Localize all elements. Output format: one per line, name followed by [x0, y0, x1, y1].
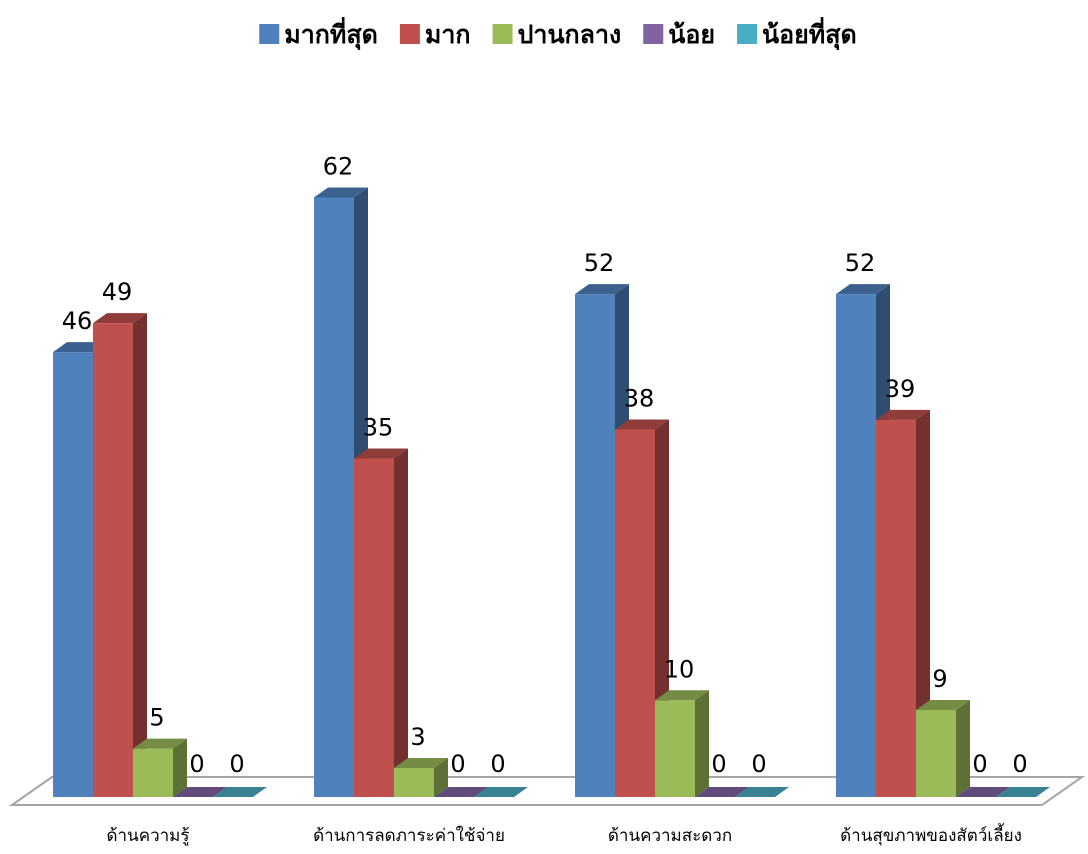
bar-side [394, 448, 408, 797]
bar [916, 699, 970, 797]
bar-side [173, 738, 187, 797]
legend-label: มากที่สุด [284, 17, 378, 51]
legend-label: น้อยที่สุด [762, 17, 857, 51]
bar [695, 787, 749, 797]
bar [213, 787, 267, 797]
legend-swatch [492, 24, 513, 44]
bar [434, 787, 488, 797]
bar [133, 738, 187, 797]
legend-swatch [399, 24, 420, 44]
bar-top [213, 787, 267, 797]
legend-label: ปานกลาง [518, 20, 622, 49]
bar-top [434, 787, 488, 797]
data-label: 0 [711, 750, 726, 778]
bar [735, 787, 789, 797]
x-tick-label: ด้านการลดภาระค่าใช้จ่าย [313, 825, 505, 846]
legend-label: น้อย [668, 20, 715, 49]
data-label: 0 [490, 750, 505, 778]
floor [8, 776, 1086, 806]
bar-front [354, 458, 394, 797]
bar-top [695, 787, 749, 797]
x-tick-label: ด้านความรู้ [106, 826, 189, 846]
bar [474, 787, 528, 797]
bar [996, 787, 1050, 797]
bar [655, 690, 709, 797]
bar-front [53, 352, 93, 797]
bar-side [695, 690, 709, 797]
bar-top [474, 787, 528, 797]
bar-front [836, 294, 876, 797]
bar-front [876, 419, 916, 797]
bar-front [394, 767, 434, 797]
data-label: 52 [584, 249, 615, 277]
data-label: 39 [885, 375, 916, 403]
data-label: 35 [363, 414, 394, 442]
bar-front [615, 429, 655, 797]
data-label: 0 [229, 750, 244, 778]
data-label: 38 [624, 385, 655, 413]
bar [956, 787, 1010, 797]
data-label: 0 [189, 750, 204, 778]
legend: มากที่สุด มาก ปานกลาง น้อย น้อยที่สุด [259, 17, 857, 51]
data-label: 0 [1012, 750, 1027, 778]
bar-top [916, 699, 970, 710]
data-label: 46 [62, 307, 93, 335]
bar [354, 448, 408, 797]
data-label: 0 [972, 750, 987, 778]
bar-front [93, 323, 133, 797]
data-label: 0 [450, 750, 465, 778]
bar-front [916, 709, 956, 797]
bar-side [916, 409, 930, 797]
data-label: 52 [845, 249, 876, 277]
data-label: 49 [102, 278, 133, 306]
bar-front [575, 294, 615, 797]
bar-front [314, 197, 354, 797]
data-label: 9 [932, 665, 947, 693]
bar-top [996, 787, 1050, 797]
data-label: 3 [410, 723, 425, 751]
bar-front [133, 748, 173, 797]
x-tick-label: ด้านความสะดวก [608, 826, 732, 846]
bar-side [133, 313, 147, 797]
data-label: 10 [664, 655, 695, 683]
bar-top [93, 313, 147, 324]
bar-top [655, 690, 709, 701]
bar-side [434, 757, 448, 797]
bar-top [836, 284, 890, 295]
bar [93, 313, 147, 797]
data-label: 0 [751, 750, 766, 778]
bar [173, 787, 227, 797]
legend-swatch [259, 24, 280, 44]
bar [876, 409, 930, 797]
bar-top [956, 787, 1010, 797]
bar-top [575, 284, 629, 295]
x-tick-label: ด้านสุขภาพของสัตว์เลี้ยง [840, 823, 1022, 846]
bar-top [133, 738, 187, 749]
bar-top [173, 787, 227, 797]
bar [314, 187, 368, 797]
bar-top [394, 757, 448, 768]
legend-label: มาก [425, 20, 471, 49]
bar [394, 757, 448, 797]
legend-swatch [643, 24, 664, 44]
bar-top [314, 187, 368, 198]
bar-side [956, 699, 970, 797]
data-label: 62 [323, 152, 354, 180]
bar-top [735, 787, 789, 797]
bar-top [876, 409, 930, 420]
legend-swatch [737, 24, 758, 44]
data-label: 5 [149, 704, 164, 732]
bar-top [615, 419, 669, 430]
bar-front [655, 700, 695, 797]
bar-top [354, 448, 408, 459]
